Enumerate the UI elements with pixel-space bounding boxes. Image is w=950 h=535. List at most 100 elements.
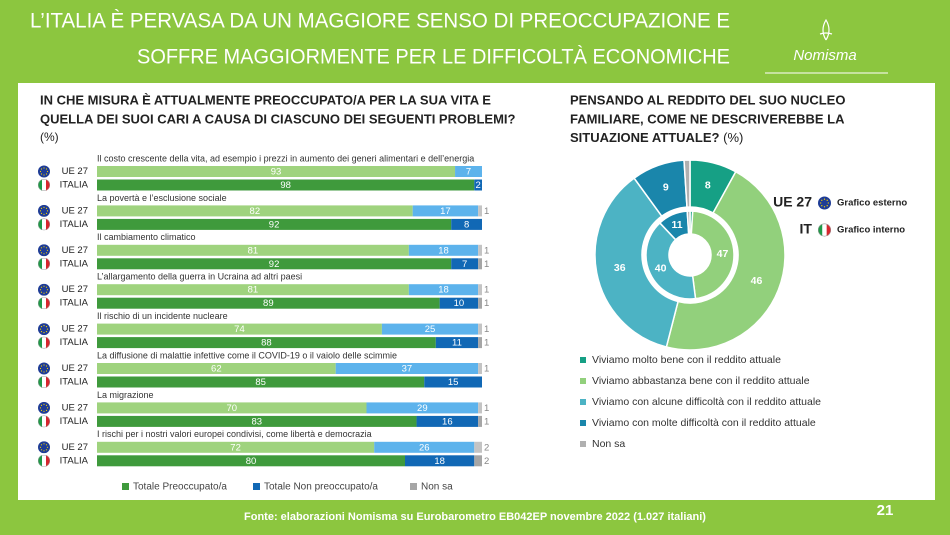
bar-segment	[416, 415, 479, 427]
value-label: 11	[672, 219, 683, 231]
value-label: 1	[484, 245, 489, 256]
flag-icon	[818, 224, 831, 237]
legend-swatch	[122, 483, 129, 490]
value-label: 85	[255, 377, 266, 388]
legend-label: Viviamo con molte difficoltà con il redd…	[592, 417, 816, 429]
flag-icon	[38, 218, 50, 230]
bar-segment	[478, 363, 482, 374]
donut-slice	[683, 159, 691, 208]
value-label: 25	[425, 324, 436, 335]
bar-segment	[381, 323, 479, 335]
value-label: 1	[484, 285, 489, 296]
bar-segment	[478, 297, 482, 309]
group-label: ITALIA	[60, 258, 89, 269]
value-label: 37	[402, 364, 413, 375]
value-label: 1	[484, 324, 489, 335]
legend-label: Totale Non preoccupato/a	[264, 482, 378, 493]
value-label: 98	[280, 180, 291, 191]
bar-segment	[451, 218, 482, 230]
value-label: 82	[250, 206, 261, 217]
page-number: 21	[877, 502, 894, 519]
bar-segment	[97, 218, 452, 230]
donut-slice	[690, 210, 735, 300]
value-label: 29	[417, 403, 428, 414]
chart-subtitle: (%)	[723, 130, 743, 145]
bar-segment	[97, 363, 336, 374]
value-label: 92	[269, 259, 280, 270]
group-label: ITALIA	[60, 298, 89, 309]
legend-label: Non sa	[592, 438, 625, 450]
category-label: La povertà e l’esclusione sociale	[97, 193, 227, 203]
value-label: 26	[419, 442, 430, 453]
bar-segment	[455, 166, 482, 177]
legend-swatch	[580, 378, 586, 384]
bar-segment	[474, 455, 482, 467]
pie-chart: PENSANDO AL REDDITO DEL SUO NUCLEO FAMIL…	[570, 92, 907, 449]
category-label: La migrazione	[97, 390, 154, 400]
value-label: 2	[484, 456, 489, 467]
source-note: Fonte: elaborazioni Nomisma su Eurobarom…	[244, 511, 706, 523]
logo: Nomisma	[765, 18, 888, 74]
value-label: 89	[263, 298, 274, 309]
bar-segment	[97, 258, 452, 270]
donut-slice	[645, 221, 697, 300]
value-label: 93	[271, 167, 282, 178]
value-label: 1	[484, 298, 489, 309]
value-label: 2	[476, 180, 481, 191]
bar-segment	[97, 415, 417, 427]
group-label: UE 27	[62, 284, 88, 295]
value-label: 1	[484, 403, 489, 414]
chart-title: PENSANDO AL REDDITO DEL SUO NUCLEO	[570, 92, 845, 107]
ring-name: UE 27	[773, 194, 812, 210]
group-label: ITALIA	[60, 416, 89, 427]
bar-segment	[451, 258, 479, 270]
value-label: 18	[438, 285, 449, 296]
flag-icon	[38, 258, 50, 270]
legend-swatch	[580, 441, 586, 447]
group-label: UE 27	[62, 402, 88, 413]
bar-segment	[478, 284, 482, 296]
donut-slice	[686, 210, 691, 235]
value-label: 36	[614, 262, 626, 274]
bar-segment	[97, 376, 425, 388]
bar-segment	[412, 205, 479, 217]
bar-segment	[478, 244, 482, 256]
value-label: 1	[484, 206, 489, 217]
value-label: 18	[434, 456, 445, 467]
value-label: 1	[484, 338, 489, 349]
bar-chart: IN CHE MISURA È ATTUALMENTE PREOCCUPATO/…	[38, 92, 516, 493]
legend-swatch	[410, 483, 417, 490]
bar-segment	[97, 284, 409, 296]
bar-segment	[97, 244, 409, 256]
donut-slice	[665, 170, 786, 351]
legend-swatch	[580, 399, 586, 405]
bar-segment	[405, 455, 475, 467]
value-label: 17	[440, 206, 451, 217]
group-label: UE 27	[62, 245, 88, 256]
bar-segment	[97, 179, 475, 191]
flag-icon	[38, 204, 50, 217]
slide-title: L’ITALIA È PERVASA DA UN MAGGIORE SENSO …	[30, 10, 730, 33]
flag-icon	[38, 401, 50, 414]
flag-icon	[38, 165, 50, 178]
group-label: UE 27	[62, 442, 88, 453]
value-label: 92	[269, 219, 280, 230]
bar-segment	[478, 402, 482, 414]
bar-segment	[97, 323, 382, 335]
legend-swatch	[580, 357, 586, 363]
bar-segment	[97, 205, 413, 217]
value-label: 74	[234, 324, 245, 335]
group-label: UE 27	[62, 324, 88, 335]
bar-segment	[366, 402, 479, 414]
bar-segment	[408, 244, 479, 256]
flag-icon	[38, 297, 50, 309]
value-label: 16	[442, 416, 453, 427]
flag-icon	[38, 376, 50, 388]
flag-icon	[38, 179, 50, 191]
legend-label: Viviamo molto bene con il reddito attual…	[592, 354, 781, 366]
group-label: UE 27	[62, 166, 88, 177]
group-label: ITALIA	[60, 337, 89, 348]
legend-swatch	[253, 483, 260, 490]
ring-label: Grafico interno	[837, 225, 905, 236]
